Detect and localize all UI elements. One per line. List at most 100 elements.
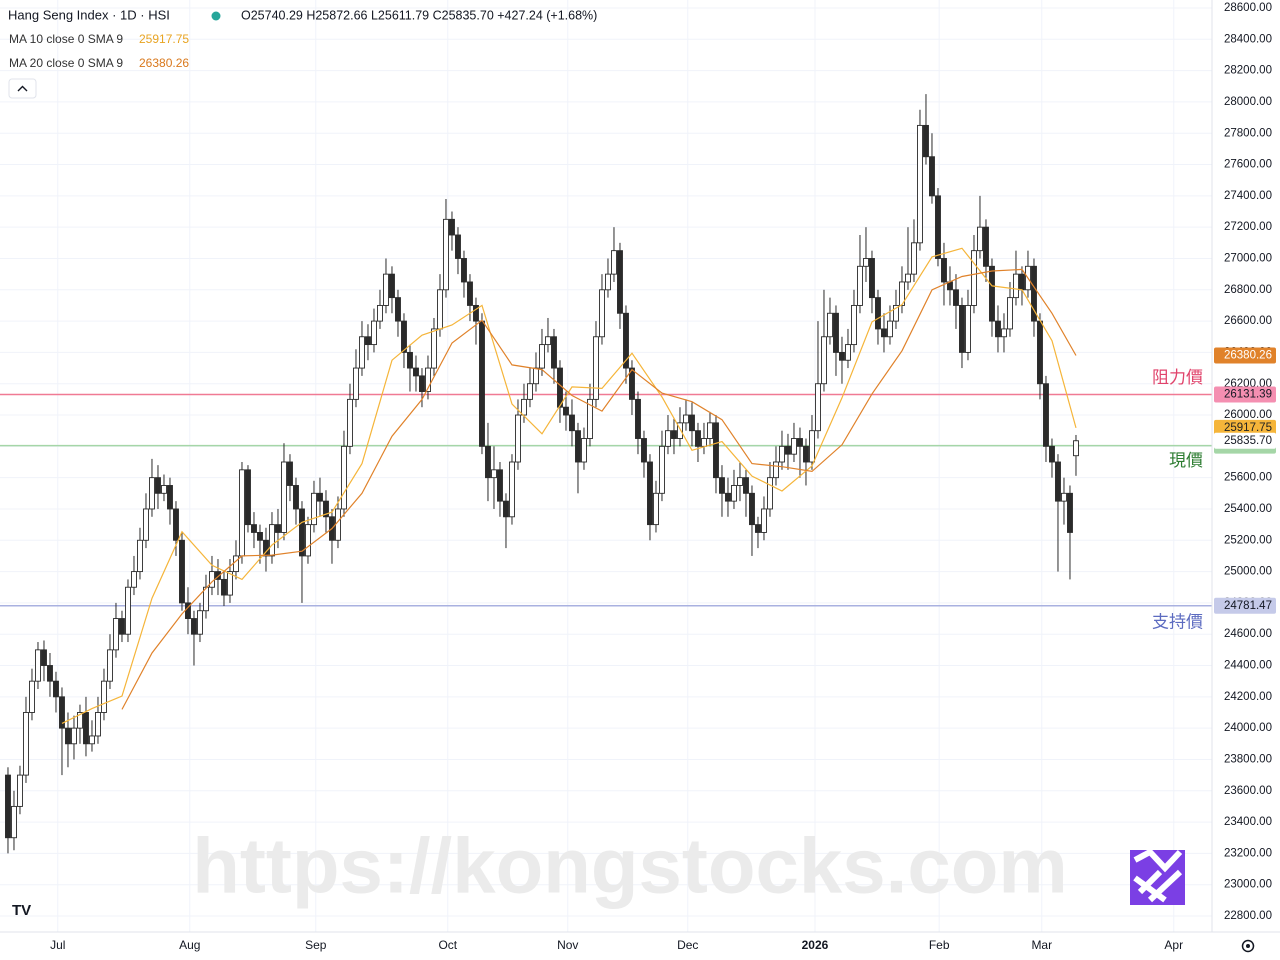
y-tick-label: 25600.00 xyxy=(1224,472,1272,484)
candle-body xyxy=(89,735,95,745)
candle-body xyxy=(923,124,929,158)
candle-body xyxy=(1037,320,1043,385)
candle-body xyxy=(149,477,155,510)
candle-body xyxy=(215,571,221,580)
candle-body xyxy=(629,367,635,400)
candle-body xyxy=(791,438,797,455)
candle-body xyxy=(557,367,563,408)
candle-body xyxy=(311,492,317,526)
level-label: 現價 xyxy=(1169,451,1203,470)
candle-body xyxy=(293,485,299,510)
candle-body xyxy=(863,258,869,267)
candle-body xyxy=(875,297,881,330)
x-tick-label: Dec xyxy=(677,938,698,952)
y-tick-label: 25400.00 xyxy=(1224,503,1272,515)
candle-body xyxy=(389,273,395,299)
candle-body xyxy=(143,508,149,541)
candle-body xyxy=(257,531,263,541)
candle-body xyxy=(59,696,65,729)
candle-body xyxy=(581,438,587,463)
candle-body xyxy=(635,398,641,439)
candle-body xyxy=(377,304,383,322)
candle-body xyxy=(545,336,551,346)
candle-body xyxy=(731,485,737,502)
candle-body xyxy=(179,539,185,604)
y-tick-label: 23800.00 xyxy=(1224,753,1272,765)
candle-body xyxy=(521,398,527,416)
candle-body xyxy=(113,618,119,651)
candle-body xyxy=(299,508,305,557)
candle-body xyxy=(689,414,695,432)
x-tick-label: Oct xyxy=(438,938,457,952)
y-tick-label: 26000.00 xyxy=(1224,409,1272,421)
y-tick-label: 26600.00 xyxy=(1224,315,1272,327)
candle-body xyxy=(479,320,485,447)
candle-body xyxy=(983,226,989,267)
price-badge xyxy=(1214,386,1276,403)
candle-body xyxy=(641,438,647,463)
candle-body xyxy=(653,492,659,526)
candle-body xyxy=(599,289,605,338)
candle-body xyxy=(11,805,17,839)
candle-body xyxy=(239,469,245,557)
x-tick-label: Aug xyxy=(179,938,200,952)
candle-body xyxy=(29,680,35,713)
candle-body xyxy=(707,422,713,439)
collapse-button[interactable] xyxy=(8,78,37,99)
candle-body xyxy=(623,312,629,369)
legend: MA 10 close 0 SMA 9 25917.75 MA 20 close 0… xyxy=(9,32,189,70)
tv-logo: TV xyxy=(12,902,31,919)
candle-body xyxy=(233,555,239,573)
y-tick-label: 28400.00 xyxy=(1224,33,1272,45)
candle-body xyxy=(131,571,137,588)
candle-body xyxy=(995,320,1001,338)
candle-body xyxy=(671,430,677,439)
candle-body xyxy=(593,336,599,400)
candle-body xyxy=(137,539,143,573)
candle-body xyxy=(401,320,407,353)
x-tick-label: Feb xyxy=(929,938,950,952)
candle-body xyxy=(1043,383,1049,447)
settings-icon[interactable] xyxy=(1241,939,1255,953)
candle-body xyxy=(227,571,233,596)
candle-body xyxy=(959,304,965,353)
candle-body xyxy=(665,430,671,447)
candle-body xyxy=(317,492,323,502)
candle-body xyxy=(1007,297,1013,330)
price-badge-label: 26380.26 xyxy=(1224,350,1272,362)
candle-body xyxy=(173,508,179,541)
candle-body xyxy=(821,336,827,385)
watermark: https://kongstocks.com xyxy=(192,822,1067,910)
y-tick-label: 27600.00 xyxy=(1224,159,1272,171)
candle-body xyxy=(827,312,833,338)
candle-body xyxy=(347,398,353,447)
candle-body xyxy=(1055,461,1061,502)
candle-body xyxy=(275,524,281,533)
candle-body xyxy=(203,586,209,612)
candle-body xyxy=(815,383,821,432)
candle-body xyxy=(191,618,197,635)
candle-body xyxy=(251,524,257,533)
candle-body xyxy=(497,469,503,502)
candle-body xyxy=(161,485,167,494)
candle-body xyxy=(617,250,623,314)
candle-body xyxy=(917,124,923,244)
candle-body xyxy=(881,328,887,338)
ma-line xyxy=(61,247,1077,724)
candle-body xyxy=(719,477,725,494)
candle-body xyxy=(17,774,23,807)
candle-body xyxy=(65,727,71,745)
candle-body xyxy=(809,430,815,463)
price-badge xyxy=(1214,347,1276,364)
candle-body xyxy=(677,422,683,439)
candle-body xyxy=(563,406,569,416)
candle-body xyxy=(551,336,557,369)
candle-body xyxy=(701,438,707,447)
price-badge-label: 26131.39 xyxy=(1224,388,1272,400)
candle-body xyxy=(95,712,101,737)
candle-body xyxy=(371,320,377,346)
price-badge-label: 25835.70 xyxy=(1224,435,1272,447)
candle-body xyxy=(1013,273,1019,299)
